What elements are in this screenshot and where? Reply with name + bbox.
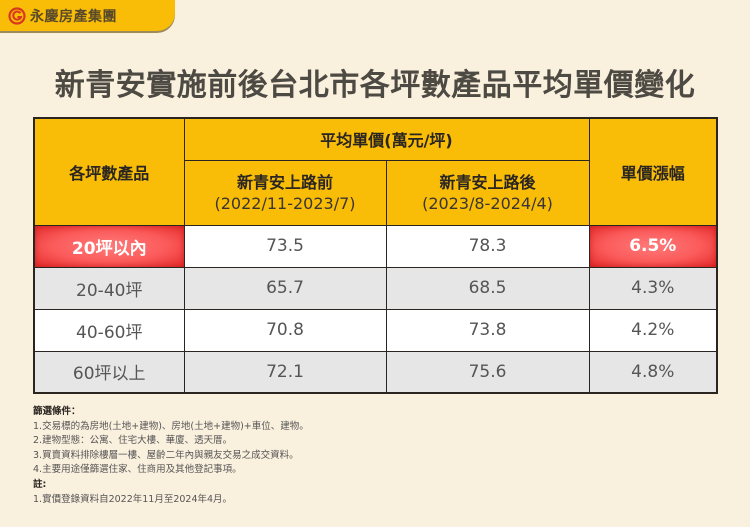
row-after-price: 73.8: [385, 308, 590, 352]
header-before-label: 新青安上路前: [236, 172, 333, 192]
row-category: 20-40坪: [33, 266, 185, 310]
filter-item: 2.建物型態：公寓、住宅大樓、華廈、透天厝。: [33, 435, 233, 447]
row-change: 4.2%: [588, 308, 718, 352]
remark-item: 1.實價登錄資料自2022年11月至2024年4月。: [33, 493, 233, 505]
table-row: 20坪以內 73.5 78.3 6.5%: [33, 224, 718, 268]
row-before-price: 73.5: [183, 224, 387, 268]
row-before-price: 72.1: [183, 350, 387, 394]
filter-heading: 篩選條件：: [33, 406, 81, 417]
row-category: 60坪以上: [33, 350, 185, 394]
filter-item: 3.買賣資料排除樓層一樓、屋齡二年內與親友交易之成交資料。: [33, 449, 299, 461]
filter-item: 1.交易標的為房地(土地+建物)、房地(土地+建物)+車位、建物。: [33, 420, 309, 432]
header-before-range: (2022/11-2023/7): [214, 193, 356, 213]
row-before-price: 70.8: [183, 308, 387, 352]
row-category: 40-60坪: [33, 308, 185, 352]
table-row: 20-40坪 65.7 68.5 4.3%: [33, 266, 718, 310]
row-before-price: 65.7: [183, 266, 387, 310]
row-change: 6.5%: [588, 224, 718, 268]
row-change: 4.8%: [588, 350, 718, 394]
footnotes: 篩選條件： 1.交易標的為房地(土地+建物)、房地(土地+建物)+車位、建物。 …: [33, 405, 309, 507]
header-after-label: 新青安上路後: [439, 172, 536, 192]
header-price-change: 單價漲幅: [588, 117, 718, 226]
remark-heading: 註:: [33, 478, 47, 490]
row-category: 20坪以內: [33, 224, 185, 268]
brand-name: 永慶房產集團: [30, 8, 117, 25]
header-before: 新青安上路前 (2022/11-2023/7): [183, 159, 387, 226]
brand-banner: 永慶房產集團: [0, 0, 175, 31]
price-table: 各坪數產品 平均單價(萬元/坪) 單價漲幅 新青安上路前 (2022/11-20…: [33, 117, 719, 394]
yungching-logo-icon: [8, 6, 26, 25]
header-after: 新青安上路後 (2023/8-2024/4): [385, 159, 590, 226]
row-after-price: 78.3: [385, 224, 590, 268]
row-after-price: 68.5: [385, 266, 590, 310]
row-after-price: 75.6: [385, 350, 590, 394]
table-row: 60坪以上 72.1 75.6 4.8%: [33, 350, 718, 394]
header-category: 各坪數產品: [33, 117, 185, 226]
page-title: 新青安實施前後台北市各坪數產品平均單價變化: [54, 68, 696, 103]
header-after-range: (2023/8-2024/4): [422, 193, 553, 213]
header-avg-price-group: 平均單價(萬元/坪): [183, 117, 590, 161]
row-change: 4.3%: [588, 266, 718, 310]
table-row: 40-60坪 70.8 73.8 4.2%: [33, 308, 718, 352]
filter-item: 4.主要用途僅篩選住家、住商用及其他登記事項。: [33, 464, 242, 476]
